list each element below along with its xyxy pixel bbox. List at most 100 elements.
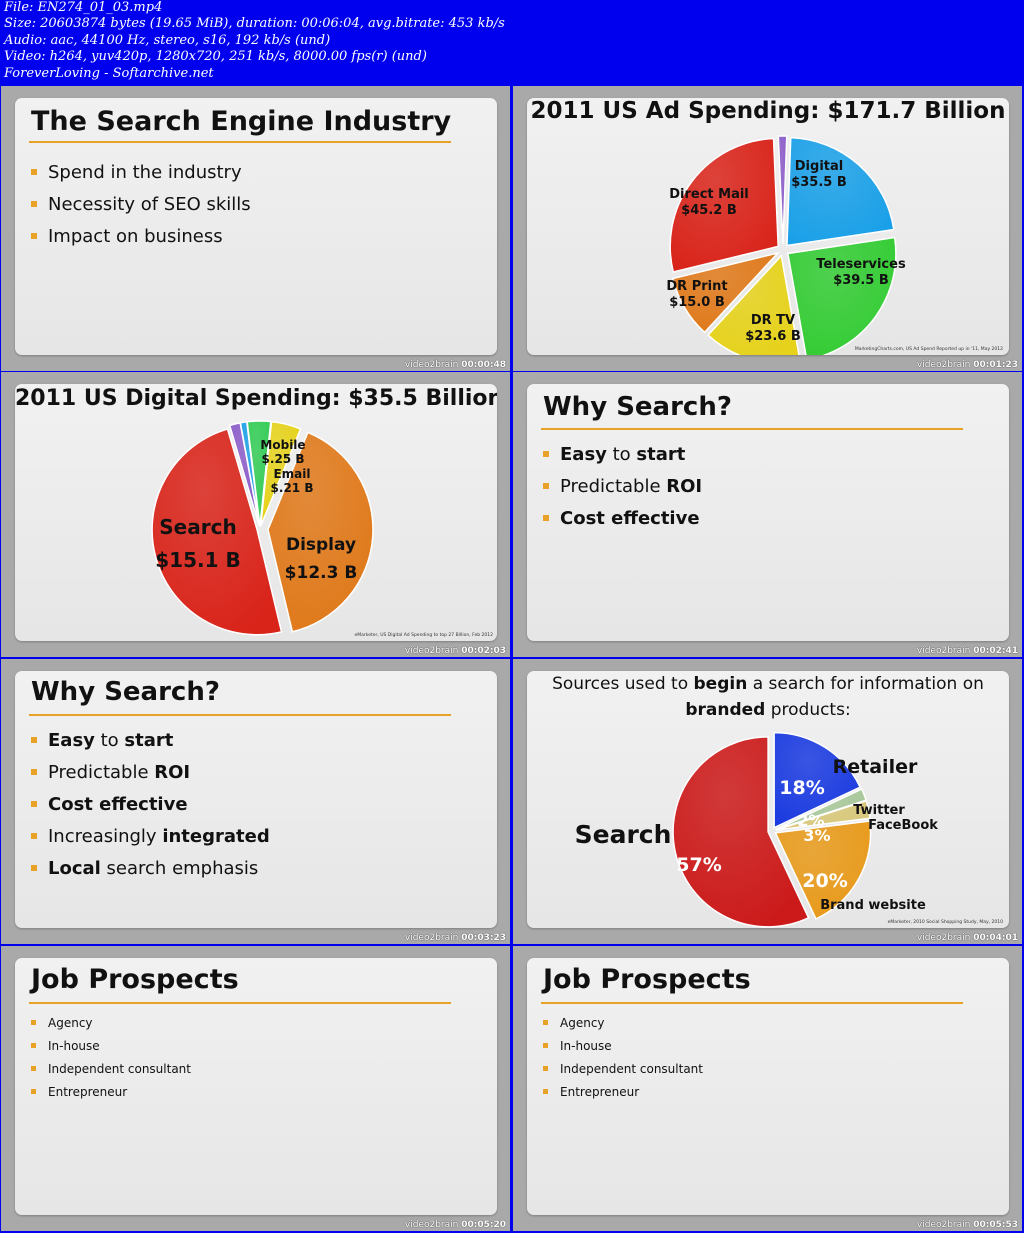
file-info-header: File: EN274_01_03.mp4 Size: 20603874 byt… [0,0,1024,86]
source-citation: eMarketer, 2010 Social Shopping Study, M… [887,920,1003,925]
slice-value-label: 57% [676,854,721,876]
thumbnail-frame[interactable]: Why Search? Easy to start Predictable ROI… [513,372,1022,657]
bullet-item: Local search emphasis [31,853,270,885]
watermark: video2brain 00:02:41 [917,646,1018,656]
bullet-marker [31,769,37,775]
pie-slice-retailer [773,731,862,829]
title-text: Sources used to [552,674,694,694]
watermark-text: video2brain [404,360,459,370]
slice-name-label: Search [575,820,672,849]
bullet-text: start [124,730,174,751]
bullet-text: Local [48,858,101,879]
timestamp: 00:01:23 [973,360,1018,370]
timestamp: 00:05:53 [973,1220,1018,1230]
pie-chart: Retailer 18% Twitter 2% FaceBook 3% Brand webs… [575,731,938,928]
slice-name-label: Twitter [853,803,905,818]
thumbnail-frame[interactable]: Job Prospects Agency In-house Independen… [1,946,510,1231]
slide: 2011 US Digital Spending: $35.5 Billion … [15,384,497,641]
title-underline [29,1002,451,1004]
slice-value-label: $45.2 B [681,203,737,218]
bullet-marker [543,451,549,457]
slice-name-label: Email [273,467,310,481]
bullet-text: Entrepreneur [560,1085,640,1099]
bullet-text: start [636,444,686,465]
bullet-marker [543,1020,548,1025]
watermark: video2brain 00:05:53 [917,1220,1018,1230]
chart-title: 2011 US Digital Spending: $35.5 Billion [15,386,497,411]
slide: Why Search? Easy to start Predictable ROI… [527,384,1009,641]
thumbnail-frame[interactable]: 2011 US Ad Spending: $171.7 Billion Digi… [513,86,1022,371]
bullet-text: Increasingly [48,826,163,847]
thumbnail-frame[interactable]: Sources used to begin a search for infor… [513,659,1022,944]
title-underline [29,714,451,716]
watermark-text: video2brain [404,646,459,656]
slice-name-label: FaceBook [868,818,938,833]
bullet-text: Independent consultant [48,1062,191,1076]
watermark: video2brain 00:04:01 [917,933,1018,943]
bullet-item: Predictable ROI [543,471,702,503]
slide: 2011 US Ad Spending: $171.7 Billion Digi… [527,98,1009,355]
timestamp: 00:05:20 [461,1220,506,1230]
watermark: video2brain 00:01:23 [917,360,1018,370]
thumbnail-frame[interactable]: 2011 US Digital Spending: $35.5 Billion … [1,372,510,657]
bullet-text: Independent consultant [560,1062,703,1076]
bullet-item: In-house [31,1035,191,1058]
slide-title: The Search Engine Industry [31,106,452,137]
bullet-marker [31,833,37,839]
thumbnail-frame[interactable]: Job Prospects Agency In-house Independen… [513,946,1022,1231]
file-info-line: File: EN274_01_03.mp4 [4,0,163,15]
watermark-text: video2brain [916,360,971,370]
bullet-text: ROI [666,476,703,497]
watermark: video2brain 00:05:20 [405,1220,506,1230]
title-underline [29,141,451,143]
title-underline [541,1002,963,1004]
slice-value-label: $.21 B [271,481,314,495]
bullet-text: In-house [560,1039,612,1053]
bullet-text: Agency [560,1016,605,1030]
bullet-item: Predictable ROI [31,757,270,789]
title-text: branded [685,700,766,720]
pie-slice-unnamed [777,135,788,245]
pie-slice-brand-website [774,820,872,920]
bullet-text: search emphasis [100,858,259,879]
bullet-marker [543,515,549,521]
slide-title: Job Prospects [31,964,239,995]
bullet-text: Cost effective [560,508,700,529]
watermark: video2brain 00:03:23 [405,933,506,943]
slice-name-label: DR Print [666,279,727,294]
watermark-text: video2brain [916,1220,971,1230]
bullet-marker [31,801,37,807]
slide: Job Prospects Agency In-house Independen… [15,958,497,1215]
thumbnail-frame[interactable]: Why Search? Easy to start Predictable ROI… [1,659,510,944]
watermark-text: video2brain [916,933,971,943]
bullet-marker [31,169,37,175]
watermark-text: video2brain [916,646,971,656]
slice-value-label: $15.0 B [669,295,725,310]
bullet-text: to [606,444,637,465]
slide: Sources used to begin a search for infor… [527,671,1009,928]
slice-value-label: 18% [779,777,824,799]
file-info-line: ForeverLoving - Softarchive.net [4,66,214,81]
bullet-text: Impact on business [48,226,223,247]
file-info-line: Audio: aac, 44100 Hz, stereo, s16, 192 k… [4,33,331,48]
slice-value-label: $.25 B [262,452,305,466]
source-citation: MarketingCharts.com, US Ad Spend Reporte… [854,347,1003,352]
bullet-item: Agency [543,1012,703,1035]
bullet-marker [543,1089,548,1094]
slide: The Search Engine Industry Spend in the … [15,98,497,355]
bullet-item: Increasingly integrated [31,821,270,853]
slice-value-label: $23.6 B [745,329,801,344]
chart-title: 2011 US Ad Spending: $171.7 Billion [530,98,1006,124]
thumbnail-frame[interactable]: The Search Engine Industry Spend in the … [1,86,510,371]
bullet-text: Predictable [560,476,667,497]
pie-slice-dr-print [671,251,781,334]
bullet-marker [31,1020,36,1025]
bullet-text: Spend in the industry [48,162,242,183]
slice-value-label: 3% [803,826,830,845]
bullet-item: Necessity of SEO skills [31,189,251,221]
bullet-list: Easy to start Predictable ROI Cost effecti… [31,725,270,885]
slide-title: Why Search? [543,392,732,422]
bullet-marker [543,1066,548,1071]
source-citation: eMarketer, US Digital Ad Spending to top… [354,633,493,638]
bullet-item: Cost effective [31,789,270,821]
